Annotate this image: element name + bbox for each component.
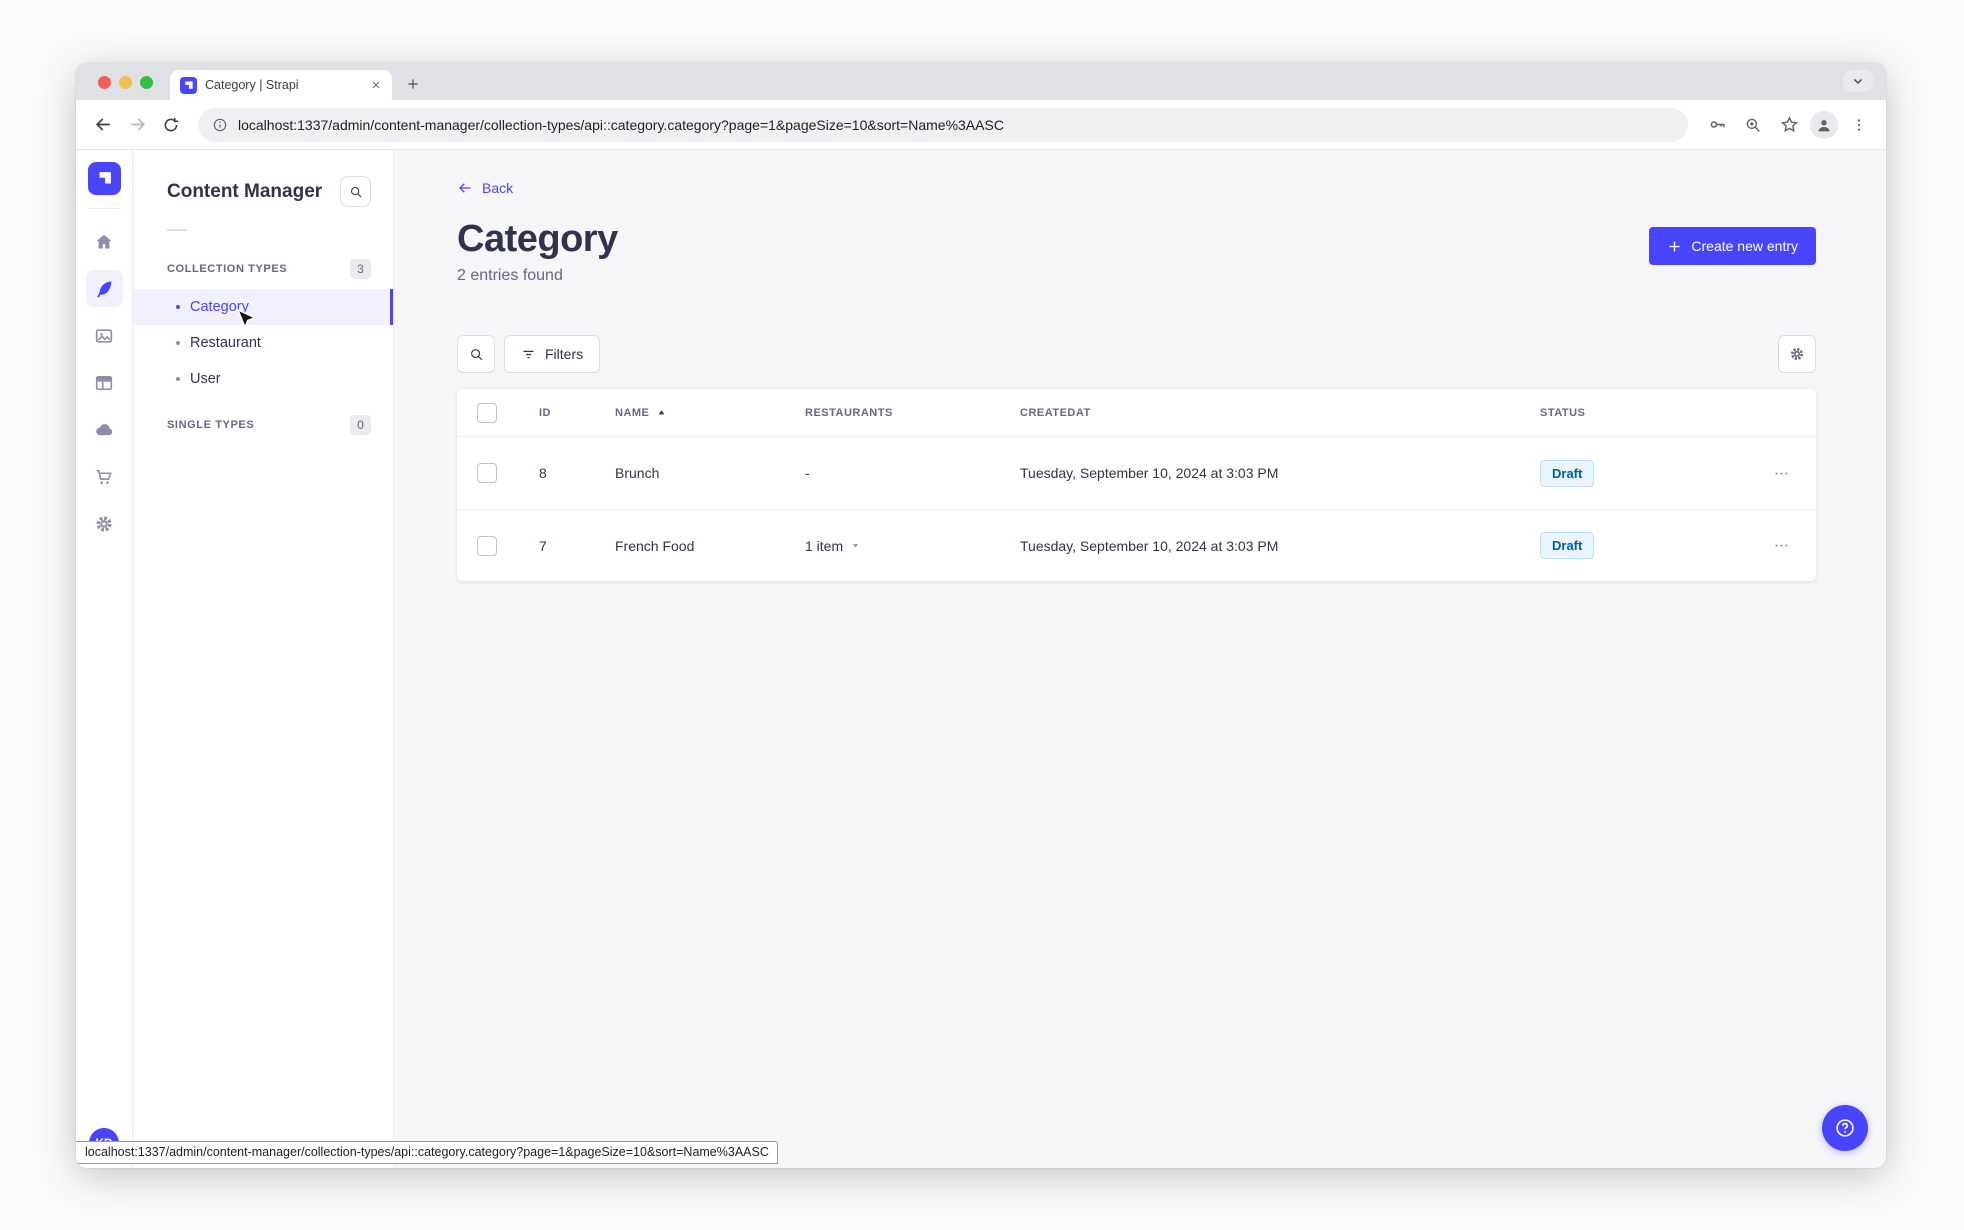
filters-label: Filters (545, 346, 584, 362)
tab-title: Category | Strapi (205, 78, 299, 92)
entries-table: ID NAME RESTAURANTS CREATEDAT STATUS 8 B… (457, 389, 1816, 581)
collection-types-header: COLLECTION TYPES 3 (133, 249, 393, 289)
cell-restaurants: - (805, 465, 810, 481)
browser-toolbar: localhost:1337/admin/content-manager/col… (76, 100, 1886, 150)
tab-close-icon[interactable] (367, 77, 384, 94)
close-window-button[interactable] (98, 76, 111, 89)
bookmark-star-icon[interactable] (1774, 110, 1804, 140)
table-settings-gear-icon[interactable] (1778, 335, 1816, 373)
create-new-entry-button[interactable]: Create new entry (1649, 227, 1816, 265)
collection-types-label: COLLECTION TYPES (167, 263, 288, 275)
cell-id: 8 (539, 465, 547, 481)
sidebar-item-label: User (190, 371, 221, 387)
plus-icon (1669, 241, 1680, 251)
table-row[interactable]: 7 French Food 1 item Tuesday, September … (457, 509, 1816, 581)
collection-types-count: 3 (350, 259, 371, 279)
table-row[interactable]: 8 Brunch - Tuesday, September 10, 2024 a… (457, 437, 1816, 509)
panel-divider (167, 229, 187, 231)
search-icon[interactable] (457, 335, 495, 373)
browser-tab[interactable]: Category | Strapi (170, 70, 392, 100)
strapi-favicon-icon (180, 76, 197, 94)
main-content: Back Category 2 entries found Create new… (394, 150, 1886, 1168)
cell-name: Brunch (615, 465, 660, 481)
create-button-label: Create new entry (1691, 238, 1798, 254)
link-preview-status: localhost:1337/admin/content-manager/col… (76, 1141, 778, 1164)
sidebar-item-restaurant[interactable]: Restaurant (133, 325, 393, 361)
row-checkbox[interactable] (477, 463, 497, 483)
tab-strip: Category | Strapi (76, 63, 1886, 100)
header-id[interactable]: ID (539, 406, 551, 419)
sort-ascending-icon (659, 410, 665, 415)
marketplace-cart-icon[interactable] (86, 458, 123, 495)
sidebar-item-user[interactable]: User (133, 361, 393, 397)
zoom-icon[interactable] (1738, 110, 1768, 140)
bullet-icon (176, 341, 180, 345)
minimize-window-button[interactable] (119, 76, 132, 89)
header-createdat[interactable]: CREATEDAT (1020, 406, 1091, 419)
back-label: Back (482, 180, 514, 196)
help-button[interactable] (1822, 1105, 1868, 1151)
sidebar-item-category[interactable]: Category (133, 289, 393, 325)
sidebar-item-label: Restaurant (190, 335, 261, 351)
reload-icon[interactable] (156, 110, 186, 140)
entries-count: 2 entries found (457, 267, 563, 284)
select-all-checkbox[interactable] (477, 402, 497, 423)
page-title: Category (457, 218, 618, 260)
url-bar[interactable]: localhost:1337/admin/content-manager/col… (198, 107, 1688, 142)
cell-restaurants[interactable]: 1 item (805, 538, 1020, 554)
single-types-label: SINGLE TYPES (167, 419, 255, 431)
cell-id: 7 (539, 537, 547, 554)
toolbar-icons (1702, 110, 1874, 140)
panel-search-icon[interactable] (340, 176, 371, 207)
home-icon[interactable] (86, 223, 123, 260)
settings-gear-icon[interactable] (86, 505, 123, 542)
content-manager-panel: Content Manager COLLECTION TYPES 3 Categ… (133, 150, 394, 1168)
status-badge: Draft (1540, 532, 1595, 559)
single-types-header: SINGLE TYPES 0 (133, 405, 393, 445)
status-badge: Draft (1540, 459, 1595, 487)
forward-nav-icon[interactable] (122, 110, 152, 140)
cell-createdat: Tuesday, September 10, 2024 at 3:03 PM (1020, 537, 1279, 554)
row-menu-icon[interactable] (1736, 465, 1816, 482)
caret-down-icon (852, 544, 859, 548)
header-status[interactable]: STATUS (1540, 406, 1586, 419)
maximize-window-button[interactable] (140, 76, 153, 89)
header-name[interactable]: NAME (615, 407, 805, 419)
bullet-icon (176, 377, 180, 381)
back-nav-icon[interactable] (88, 110, 118, 140)
arrow-left-icon (459, 183, 471, 193)
back-link[interactable]: Back (457, 180, 513, 196)
row-checkbox[interactable] (477, 535, 497, 556)
cell-createdat: Tuesday, September 10, 2024 at 3:03 PM (1020, 465, 1279, 481)
new-tab-button[interactable] (400, 71, 426, 97)
table-header-row: ID NAME RESTAURANTS CREATEDAT STATUS (457, 389, 1816, 437)
deploy-cloud-icon[interactable] (86, 411, 123, 448)
bullet-icon (176, 305, 180, 309)
browser-window: Category | Strapi localhost:1337/admin/c… (76, 63, 1886, 1168)
media-library-icon[interactable] (86, 317, 123, 354)
content-manager-icon[interactable] (85, 270, 123, 307)
browser-menu-icon[interactable] (1844, 110, 1874, 140)
sidebar-item-label: Category (190, 299, 249, 315)
strapi-logo-icon[interactable] (87, 162, 121, 195)
tab-search-chevron-icon[interactable] (1842, 70, 1874, 92)
site-info-icon[interactable] (212, 117, 228, 133)
rail-divider (87, 208, 121, 209)
row-menu-icon[interactable] (1736, 537, 1816, 554)
filter-icon (523, 350, 534, 358)
strapi-admin: KD Content Manager COLLECTION TYPES 3 Ca… (76, 150, 1886, 1168)
panel-title: Content Manager (167, 180, 323, 202)
filters-button[interactable]: Filters (504, 335, 601, 373)
content-type-builder-icon[interactable] (86, 364, 123, 401)
question-icon (1836, 1119, 1854, 1137)
password-key-icon[interactable] (1702, 110, 1732, 140)
browser-profile-icon[interactable] (1810, 110, 1838, 139)
cell-name: French Food (615, 537, 695, 554)
main-nav-rail: KD (76, 150, 133, 1168)
header-restaurants[interactable]: RESTAURANTS (805, 406, 893, 419)
single-types-count: 0 (350, 415, 371, 435)
traffic-lights (98, 76, 153, 89)
url-text[interactable]: localhost:1337/admin/content-manager/col… (238, 116, 1004, 133)
